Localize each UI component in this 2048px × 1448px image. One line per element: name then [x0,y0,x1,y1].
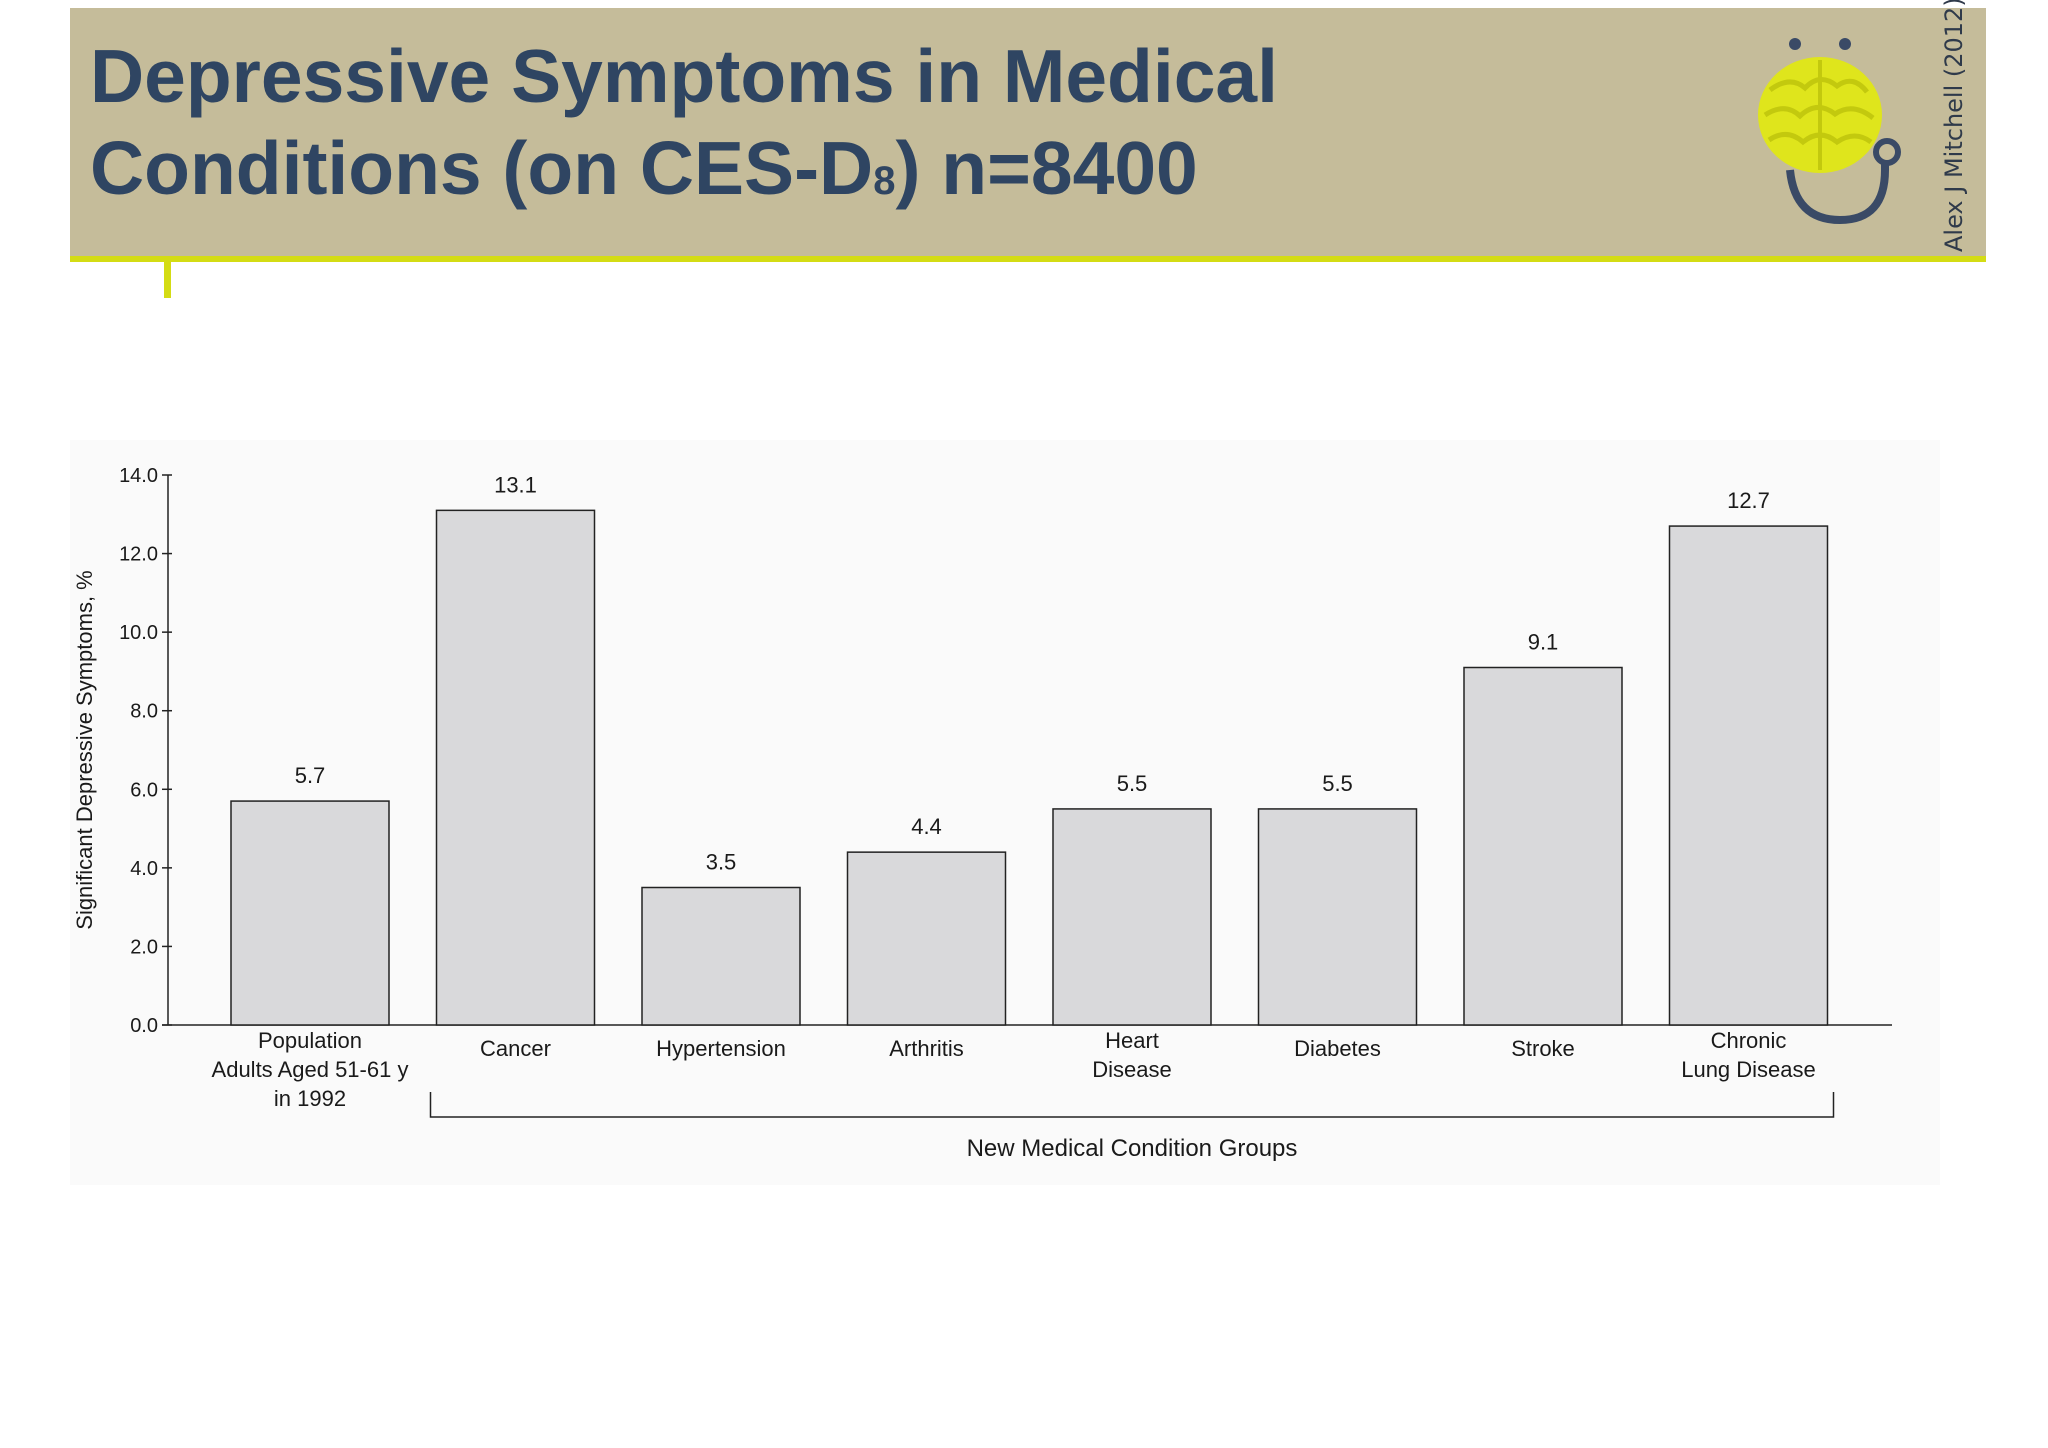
title-end: ) n=8400 [895,126,1198,210]
y-tick-label: 12.0 [119,544,158,566]
category-label: Population [258,1028,362,1053]
bar-chart: 0.0 2.0 4.0 6.0 8.0 10.0 12.0 14.0 Significant D… [72,465,1892,1162]
header-banner [70,8,1986,258]
y-tick-label: 4.0 [130,858,158,880]
bar-value-label: 5.7 [295,763,326,788]
y-tick-label: 2.0 [130,936,158,958]
category-label: Lung Disease [1681,1057,1816,1082]
brain-stethoscope-icon [1758,38,1901,225]
bar-value-label: 9.1 [1528,630,1559,655]
bar-value-label: 3.5 [706,850,737,875]
category-label: Cancer [480,1036,551,1061]
y-tick-label: 6.0 [130,779,158,801]
slide-title: Depressive Symptoms in Medical Condition… [90,30,1590,227]
category-label: Disease [1092,1057,1171,1082]
bar [846,851,1007,1026]
bar-value-label: 4.4 [911,814,942,839]
category-label: Stroke [1511,1036,1575,1061]
category-label: in 1992 [274,1086,346,1111]
y-tick-label: 10.0 [119,622,158,644]
bar-value-label: 5.5 [1117,771,1148,796]
group-label: New Medical Condition Groups [967,1135,1298,1162]
title-subscript: 8 [873,159,896,203]
bar-value-label: 12.7 [1727,488,1770,513]
title-main: Depressive Symptoms in Medical Condition… [90,34,1278,210]
category-label: Heart [1105,1028,1159,1053]
category-label: Chronic [1711,1028,1787,1053]
y-tick-label: 8.0 [130,701,158,723]
bar [1257,808,1418,1026]
bar-value-label: 5.5 [1322,771,1353,796]
y-axis-label: Significant Depressive Symptoms, % [72,570,97,929]
bar [641,886,801,1026]
y-tick-label: 0.0 [130,1015,158,1037]
bar [1052,808,1212,1026]
group-bracket [429,1092,1835,1118]
category-label: Hypertension [656,1036,786,1061]
category-label: Diabetes [1294,1036,1381,1061]
bar [435,509,596,1026]
header-rule [70,256,1986,262]
chart-panel: 0.0 2.0 4.0 6.0 8.0 10.0 12.0 14.0 Significant D… [70,440,1940,1185]
y-tick-label: 14.0 [119,465,158,487]
author-credit: Alex J Mitchell (2012) [1940,0,1968,252]
bar [1668,525,1829,1026]
bar-value-label: 13.1 [494,472,537,497]
bar [1463,666,1623,1026]
header-tick [164,256,171,298]
bar [230,800,390,1026]
category-label: Arthritis [889,1036,964,1061]
category-label: Adults Aged 51-61 y [212,1057,409,1082]
